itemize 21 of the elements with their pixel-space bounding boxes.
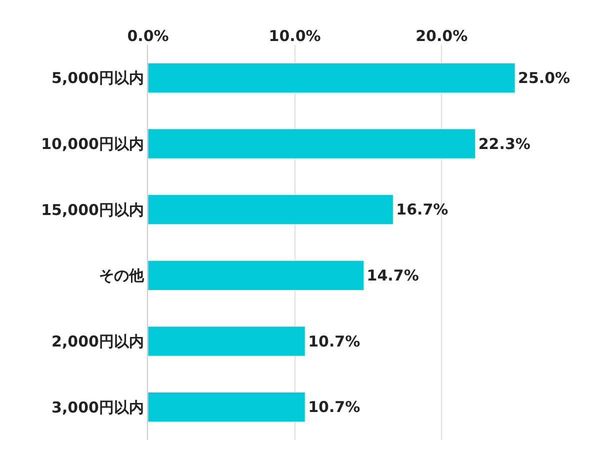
- data-label: 10.7%: [308, 332, 360, 350]
- y-tick-label: 15,000円以内: [41, 200, 144, 219]
- y-tick-label: 5,000円以内: [52, 69, 144, 88]
- bar: [148, 62, 515, 93]
- y-tick-label: 10,000円以内: [41, 135, 144, 153]
- x-tick-label: 20.0%: [416, 27, 468, 45]
- bar: [148, 194, 394, 225]
- x-tick-label: 0.0%: [127, 27, 169, 45]
- data-label: 25.0%: [518, 68, 570, 87]
- data-label: 14.7%: [366, 266, 419, 284]
- data-label: 22.3%: [478, 134, 530, 153]
- x-tick-label: 10.0%: [268, 27, 321, 45]
- bar: [148, 260, 364, 290]
- y-tick-label: 3,000円以内: [52, 398, 144, 416]
- y-tick-label: その他: [99, 266, 145, 285]
- bar: [148, 128, 476, 159]
- data-label: 16.7%: [396, 200, 448, 219]
- y-tick-label: 2,000円以内: [52, 332, 144, 350]
- bar: [148, 326, 306, 356]
- bar: [148, 392, 306, 422]
- data-label: 10.7%: [308, 398, 360, 416]
